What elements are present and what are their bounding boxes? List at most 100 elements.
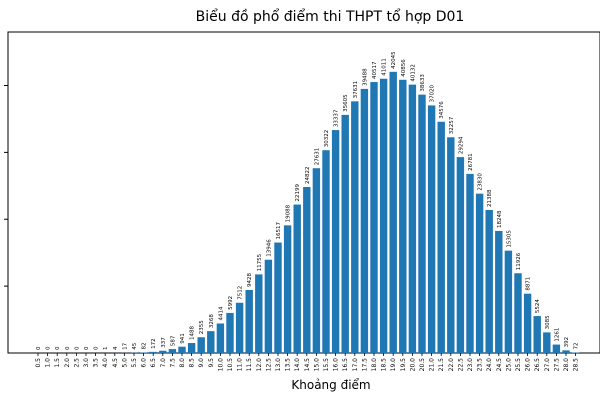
- bar-value-label-4.5: 4: [113, 346, 119, 350]
- y-axis-ticks: [4, 86, 8, 287]
- x-tick-label-27.0: 27.0: [544, 358, 551, 372]
- bar-19.0: [390, 72, 397, 353]
- bar-14.5: [303, 187, 310, 353]
- bar-value-label-15.0: 27631: [314, 148, 320, 166]
- bar-12.0: [255, 274, 262, 353]
- bar-value-label-16.5: 35605: [343, 94, 349, 112]
- x-tick-label-2.0: 2.0: [64, 358, 71, 368]
- x-tick-label-18.0: 18.0: [371, 358, 378, 372]
- bar-6.5: [150, 352, 157, 353]
- bar-18.0: [370, 82, 377, 353]
- bar-value-label-26.0: 8871: [526, 277, 532, 291]
- bar-11.0: [236, 303, 243, 353]
- x-tick-label-11.5: 11.5: [246, 358, 253, 372]
- bar-value-label-17.0: 37631: [353, 81, 359, 99]
- bar-value-label-8.5: 1488: [190, 326, 196, 340]
- bar-value-label-4.0: 1: [103, 346, 109, 350]
- bar-value-label-25.5: 11926: [516, 252, 522, 270]
- x-tick-label-14.0: 14.0: [294, 358, 301, 372]
- bar-value-label-20.0: 40132: [410, 64, 416, 82]
- bar-value-label-10.0: 4414: [218, 306, 224, 320]
- bar-22.5: [457, 157, 464, 353]
- x-tick-label-9.5: 9.5: [208, 358, 215, 368]
- bar-9.0: [198, 337, 205, 353]
- x-tick-label-18.5: 18.5: [381, 358, 388, 372]
- bar-21.0: [428, 105, 435, 353]
- x-tick-label-12.0: 12.0: [256, 358, 263, 372]
- bar-18.5: [380, 79, 387, 353]
- x-tick-label-1.5: 1.5: [54, 358, 61, 368]
- bar-value-label-27.5: 1261: [554, 328, 560, 342]
- bar-value-label-27.0: 3085: [545, 315, 551, 329]
- bar-14.0: [294, 205, 301, 353]
- bar-value-label-6.5: 172: [151, 338, 157, 349]
- bar-25.0: [505, 251, 512, 353]
- x-tick-label-10.5: 10.5: [227, 358, 234, 372]
- x-tick-label-23.5: 23.5: [477, 358, 484, 372]
- bar-26.5: [534, 316, 541, 353]
- bar-value-label-20.5: 38633: [420, 74, 426, 92]
- bar-value-label-21.5: 34576: [439, 101, 445, 119]
- bar-13.0: [274, 243, 281, 353]
- bars: [102, 72, 580, 353]
- x-axis-label: Khoảng điểm: [291, 378, 370, 392]
- bar-22.0: [447, 137, 454, 353]
- bar-19.5: [399, 80, 406, 353]
- x-tick-label-2.5: 2.5: [73, 358, 80, 368]
- bar-value-label-13.0: 16517: [276, 222, 282, 240]
- bar-value-label-28.5: 72: [574, 343, 580, 350]
- x-tick-label-8.5: 8.5: [189, 358, 196, 368]
- bar-value-label-26.5: 5524: [535, 299, 541, 313]
- bar-26.0: [524, 294, 531, 353]
- bar-value-label-19.5: 40856: [401, 59, 407, 77]
- bar-value-label-3.5: 0: [94, 346, 100, 350]
- bar-value-label-17.5: 39488: [362, 68, 368, 86]
- bar-9.5: [207, 331, 214, 353]
- x-tick-label-23.0: 23.0: [467, 358, 474, 372]
- x-tick-label-16.5: 16.5: [342, 358, 349, 372]
- bar-10.0: [217, 323, 224, 353]
- bar-27.0: [543, 332, 550, 353]
- x-tick-label-24.5: 24.5: [496, 358, 503, 372]
- x-tick-label-6.0: 6.0: [141, 358, 148, 368]
- x-tick-label-21.5: 21.5: [438, 358, 445, 372]
- bar-value-label-12.5: 13946: [266, 239, 272, 257]
- bar-6.0: [140, 352, 147, 353]
- x-tick-label-12.5: 12.5: [265, 358, 272, 372]
- bar-20.0: [409, 85, 416, 353]
- bar-value-label-13.5: 19088: [286, 204, 292, 222]
- x-tick-label-9.0: 9.0: [198, 358, 205, 368]
- bar-value-label-24.0: 21388: [487, 189, 493, 207]
- x-tick-label-28.5: 28.5: [573, 358, 580, 372]
- bar-value-label-16.0: 33337: [334, 109, 340, 127]
- x-tick-label-19.5: 19.5: [400, 358, 407, 372]
- bar-value-label-5.0: 17: [122, 342, 128, 349]
- bar-value-label-22.0: 32257: [449, 116, 455, 134]
- x-tick-label-5.0: 5.0: [121, 358, 128, 368]
- bar-value-label-11.5: 9428: [247, 272, 253, 286]
- bar-value-label-9.0: 2355: [199, 320, 205, 334]
- bar-8.0: [178, 347, 185, 353]
- bar-value-label-23.0: 26781: [468, 153, 474, 171]
- x-tick-label-28.0: 28.0: [563, 358, 570, 372]
- bar-7.5: [169, 349, 176, 353]
- bar-28.0: [562, 350, 569, 353]
- x-tick-label-17.0: 17.0: [352, 358, 359, 372]
- bar-value-label-7.0: 337: [161, 337, 167, 348]
- bar-21.5: [438, 122, 445, 353]
- x-tick-label-14.5: 14.5: [304, 358, 311, 372]
- x-tick-label-25.0: 25.0: [505, 358, 512, 372]
- bar-27.5: [553, 345, 560, 353]
- bar-value-label-14.0: 22199: [295, 184, 301, 202]
- bar-value-label-18.0: 40517: [372, 61, 378, 79]
- x-tick-label-15.0: 15.0: [313, 358, 320, 372]
- x-tick-label-0.5: 0.5: [35, 358, 42, 368]
- x-tick-label-15.5: 15.5: [323, 358, 330, 372]
- bar-value-label-11.0: 7512: [238, 286, 244, 300]
- bar-17.0: [351, 101, 358, 353]
- x-tick-label-19.0: 19.0: [390, 358, 397, 372]
- bar-value-label-21.0: 37020: [430, 84, 436, 102]
